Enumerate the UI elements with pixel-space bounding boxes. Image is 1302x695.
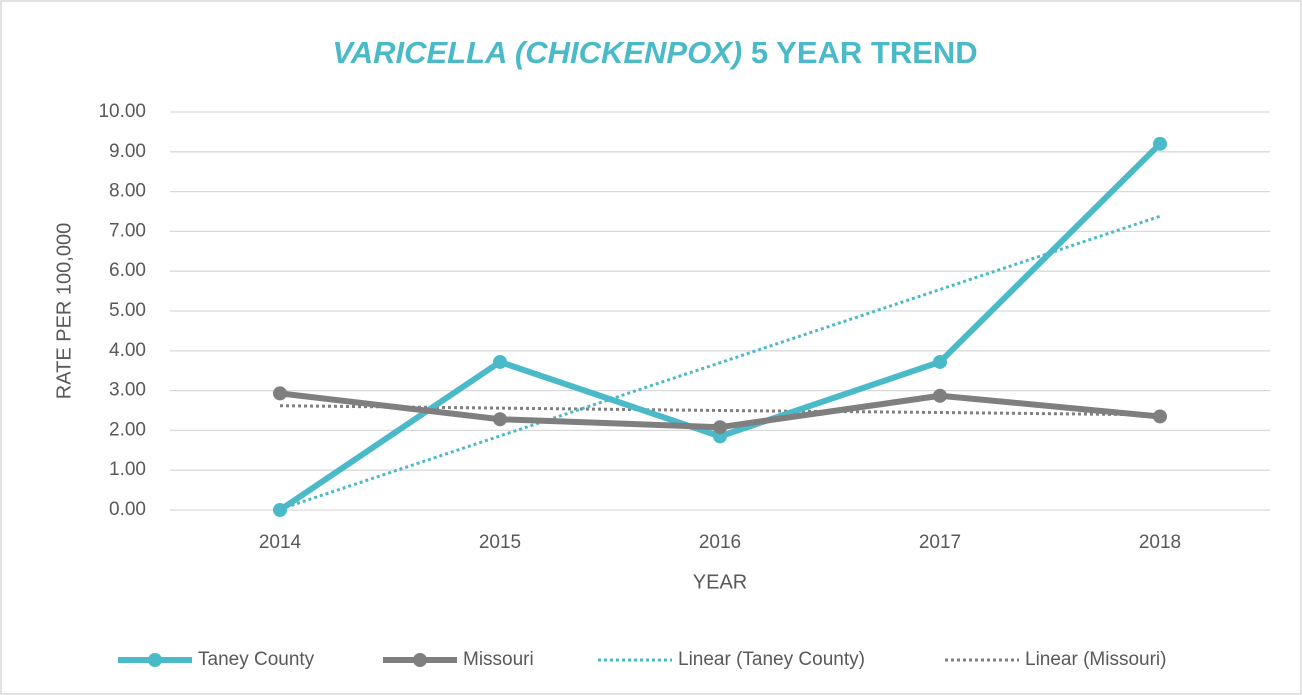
y-axis-title: RATE PER 100,000 [53, 223, 75, 399]
data-point [273, 386, 287, 401]
y-tick-label: 6.00 [109, 260, 146, 281]
y-tick-label: 3.00 [109, 380, 146, 401]
chart-title: VARICELLA (CHICKENPOX) 5 YEAR TREND [332, 35, 977, 70]
y-tick-label: 5.00 [109, 300, 146, 321]
x-tick-label: 2014 [259, 532, 302, 553]
legend-label: Linear (Taney County) [678, 649, 865, 670]
data-point [1153, 409, 1167, 424]
legend-label: Missouri [463, 649, 534, 670]
title-italic: VARICELLA (CHICKENPOX) [332, 35, 742, 70]
trend-line [279, 404, 1161, 417]
trend-line [279, 214, 1161, 511]
data-point [273, 503, 287, 517]
x-tick-label: 2017 [919, 532, 961, 553]
legend-label: Linear (Missouri) [1025, 649, 1166, 670]
x-axis-title: YEAR [693, 571, 747, 593]
legend-marker [413, 653, 427, 667]
data-point [933, 354, 947, 369]
data-point [493, 354, 507, 369]
legend-label: Taney County [198, 649, 315, 670]
x-tick-label: 2015 [479, 532, 521, 553]
data-point [1153, 136, 1167, 151]
title-plain: 5 YEAR TREND [751, 35, 978, 70]
legend-marker [148, 653, 162, 667]
data-point [713, 420, 727, 435]
y-tick-label: 4.00 [109, 340, 146, 361]
x-tick-label: 2018 [1139, 532, 1181, 553]
y-tick-label: 2.00 [109, 419, 146, 440]
y-tick-label: 9.00 [109, 141, 146, 162]
y-tick-label: 1.00 [109, 459, 146, 480]
x-tick-label: 2016 [699, 532, 741, 553]
y-tick-label: 0.00 [109, 499, 146, 520]
y-tick-label: 7.00 [109, 220, 146, 241]
y-tick-label: 8.00 [109, 181, 146, 202]
y-tick-label: 10.00 [98, 101, 146, 122]
data-point [493, 412, 507, 427]
data-point [933, 388, 947, 403]
